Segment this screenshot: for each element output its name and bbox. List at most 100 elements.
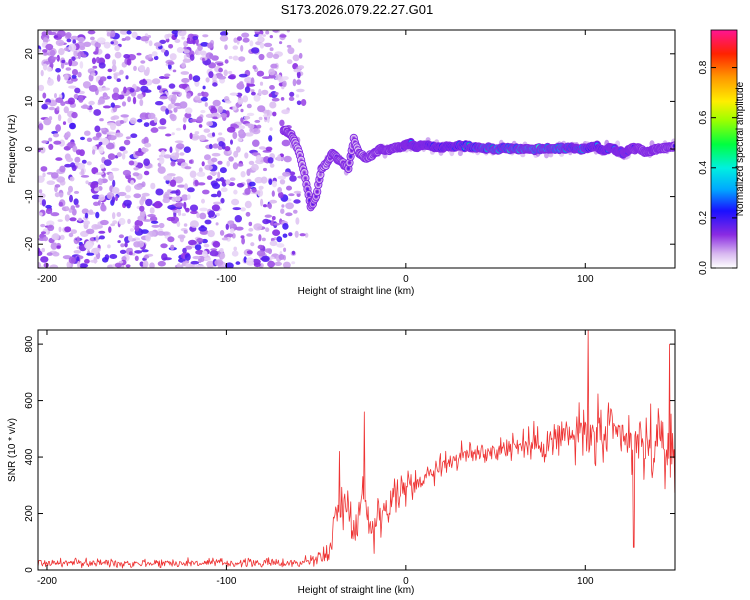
noise-blob xyxy=(213,201,222,205)
noise-blob xyxy=(274,92,279,95)
noise-blob xyxy=(230,228,235,234)
noise-blob xyxy=(297,65,305,70)
x-tick-label: -200 xyxy=(37,274,57,285)
noise-blob xyxy=(270,63,278,69)
noise-blob xyxy=(92,65,98,69)
x-tick-label: -100 xyxy=(216,274,236,285)
noise-blob xyxy=(273,222,281,226)
noise-blob xyxy=(46,66,52,72)
noise-blob xyxy=(38,48,42,53)
noise-blob xyxy=(286,30,290,33)
noise-blob xyxy=(263,42,273,48)
noise-blob xyxy=(176,143,185,150)
noise-blob xyxy=(216,137,226,143)
noise-blob xyxy=(153,117,158,123)
noise-blob xyxy=(291,250,296,255)
noise-blob xyxy=(261,237,266,242)
noise-blob xyxy=(277,175,287,180)
noise-blob xyxy=(261,89,269,96)
noise-blob xyxy=(134,184,143,190)
noise-blob xyxy=(217,75,227,80)
noise-blob xyxy=(124,194,131,199)
noise-blob xyxy=(159,118,167,126)
noise-blob xyxy=(267,157,274,164)
noise-blob xyxy=(203,128,211,133)
noise-blob xyxy=(279,179,286,185)
noise-blob xyxy=(269,240,278,247)
y-tick-label: 600 xyxy=(24,392,35,409)
noise-blob xyxy=(167,63,172,70)
noise-blob xyxy=(283,247,287,252)
noise-blob xyxy=(164,49,169,57)
noise-blob xyxy=(209,250,219,257)
noise-blob xyxy=(220,197,225,204)
noise-blob xyxy=(94,41,101,49)
noise-blob xyxy=(133,193,142,199)
noise-blob xyxy=(231,250,239,257)
noise-blob xyxy=(280,208,285,214)
noise-blob xyxy=(272,53,280,60)
noise-blob xyxy=(132,96,137,105)
noise-blob xyxy=(211,152,221,157)
noise-blob xyxy=(67,117,73,124)
noise-blob xyxy=(91,224,100,230)
noise-blob xyxy=(56,245,61,249)
noise-blob xyxy=(238,130,244,135)
noise-blob xyxy=(296,71,301,79)
colorbar-tick-label: 0.6 xyxy=(698,110,709,124)
noise-blob xyxy=(61,59,66,64)
noise-blob xyxy=(243,115,251,120)
noise-blob xyxy=(212,82,218,87)
noise-blob xyxy=(106,75,112,80)
noise-blob xyxy=(259,42,265,49)
noise-blob xyxy=(112,115,120,120)
noise-blob xyxy=(272,229,281,236)
noise-blob xyxy=(42,52,49,55)
noise-blob xyxy=(292,78,297,87)
noise-blob xyxy=(232,55,239,61)
noise-blob xyxy=(211,112,220,117)
noise-blob xyxy=(97,37,106,44)
noise-blob xyxy=(57,114,62,122)
noise-blob xyxy=(74,156,81,163)
noise-blob xyxy=(286,185,292,191)
noise-blob xyxy=(282,80,287,88)
noise-blob xyxy=(188,73,193,81)
colorbar-gradient xyxy=(710,29,738,269)
noise-blob xyxy=(208,71,214,79)
noise-blob xyxy=(125,136,132,140)
noise-blob xyxy=(192,136,199,139)
noise-blob xyxy=(118,260,124,264)
noise-blob xyxy=(128,160,135,166)
noise-blob xyxy=(70,162,76,168)
noise-blob xyxy=(205,77,210,83)
noise-blob xyxy=(232,131,238,140)
noise-blob xyxy=(240,108,244,113)
noise-blob xyxy=(95,46,99,55)
noise-blob xyxy=(220,187,228,193)
noise-blob xyxy=(57,30,66,38)
noise-blob xyxy=(225,100,232,104)
noise-blob xyxy=(117,191,127,197)
noise-blob xyxy=(225,179,231,185)
noise-blob xyxy=(186,92,192,99)
noise-blob xyxy=(135,150,144,157)
snr-frame xyxy=(37,329,676,571)
noise-blob xyxy=(246,178,252,183)
noise-blob xyxy=(151,51,158,57)
noise-blob xyxy=(206,121,214,127)
noise-blob xyxy=(277,187,282,193)
noise-blob xyxy=(59,165,66,173)
noise-blob xyxy=(88,84,98,92)
noise-blob xyxy=(124,242,128,248)
noise-blob xyxy=(234,215,242,223)
noise-blob xyxy=(194,95,201,101)
noise-blob xyxy=(221,142,226,150)
noise-blob xyxy=(115,195,118,202)
colorbar: 0.0 0.2 0.4 0.6 0.8 Normalized spectral ampl… xyxy=(698,29,746,275)
noise-blob xyxy=(65,67,72,71)
noise-blob xyxy=(154,200,163,209)
noise-blob xyxy=(293,68,302,73)
noise-blob xyxy=(130,133,138,138)
noise-blob xyxy=(189,54,195,61)
